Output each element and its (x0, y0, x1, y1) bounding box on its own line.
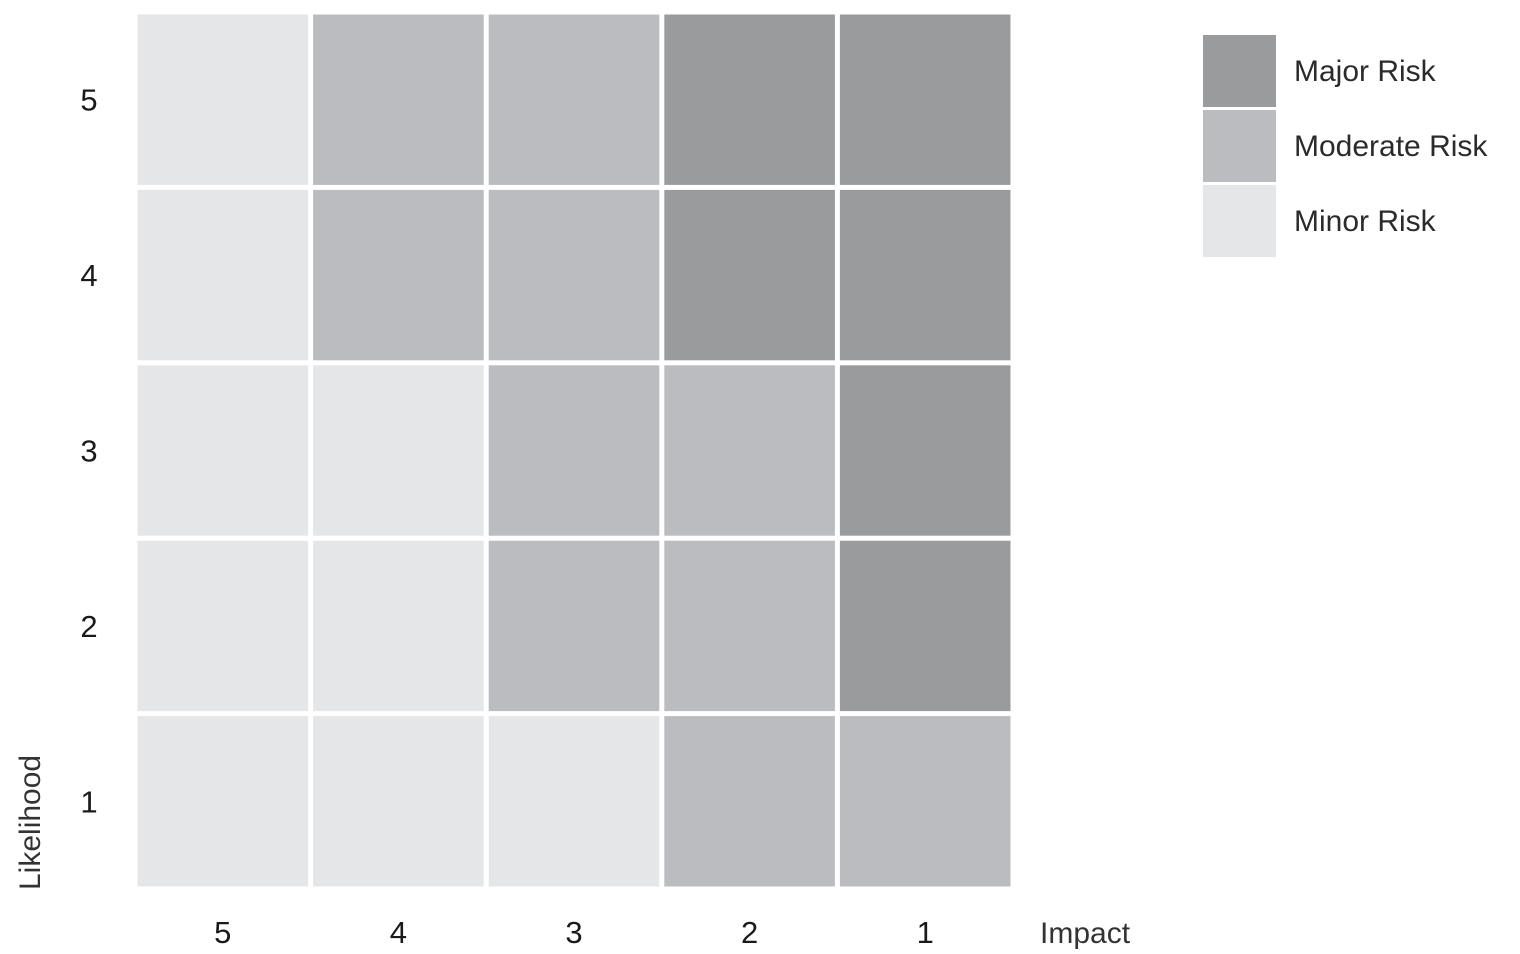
legend-label: Moderate Risk (1294, 130, 1488, 163)
heatmap-cell (137, 716, 309, 887)
heatmap-cell (488, 540, 660, 712)
heatmap-cell (488, 716, 660, 887)
legend-swatch (1203, 110, 1276, 182)
heatmap-cell (839, 14, 1011, 185)
legend-swatch (1203, 35, 1276, 107)
y-tick-label: 4 (80, 258, 97, 293)
heatmap-cell (839, 189, 1011, 361)
heatmap-cell (137, 365, 309, 536)
y-tick-label: 3 (80, 434, 97, 469)
heatmap-cell (488, 189, 660, 361)
heatmap-cell (313, 365, 484, 536)
heatmap-cell (839, 540, 1011, 712)
x-axis-title: Impact (1040, 917, 1131, 950)
x-tick-label: 2 (741, 915, 758, 950)
x-tick-label: 5 (214, 915, 231, 950)
y-axis-title: Likelihood (14, 755, 47, 890)
heatmap-cell (313, 189, 484, 361)
x-tick-label: 3 (565, 915, 582, 950)
heatmap-cell (313, 716, 484, 887)
legend-swatch (1203, 185, 1276, 257)
heatmap-cells (137, 14, 1011, 887)
y-tick-label: 5 (80, 83, 97, 118)
x-tick-label: 4 (390, 915, 407, 950)
heatmap-cell (313, 540, 484, 712)
x-axis-ticks: 5 4 3 2 1 (214, 915, 934, 950)
heatmap-cell (137, 540, 309, 712)
heatmap-cell (839, 716, 1011, 887)
y-tick-label: 2 (80, 609, 97, 644)
heatmap-cell (664, 14, 835, 185)
heatmap-cell (664, 365, 835, 536)
heatmap-cell (137, 189, 309, 361)
heatmap-cell (664, 189, 835, 361)
heatmap-cell (488, 14, 660, 185)
legend-label: Minor Risk (1294, 205, 1437, 238)
x-tick-label: 1 (917, 915, 934, 950)
heatmap-cell (488, 365, 660, 536)
y-axis-ticks: 5 4 3 2 1 (80, 83, 97, 820)
heatmap-cell (137, 14, 309, 185)
heatmap-cell (839, 365, 1011, 536)
legend: Major Risk Moderate Risk Minor Risk (1203, 35, 1488, 257)
legend-label: Major Risk (1294, 55, 1437, 88)
heatmap-cell (664, 716, 835, 887)
y-tick-label: 1 (80, 784, 97, 819)
heatmap-cell (664, 540, 835, 712)
heatmap-cell (313, 14, 484, 185)
